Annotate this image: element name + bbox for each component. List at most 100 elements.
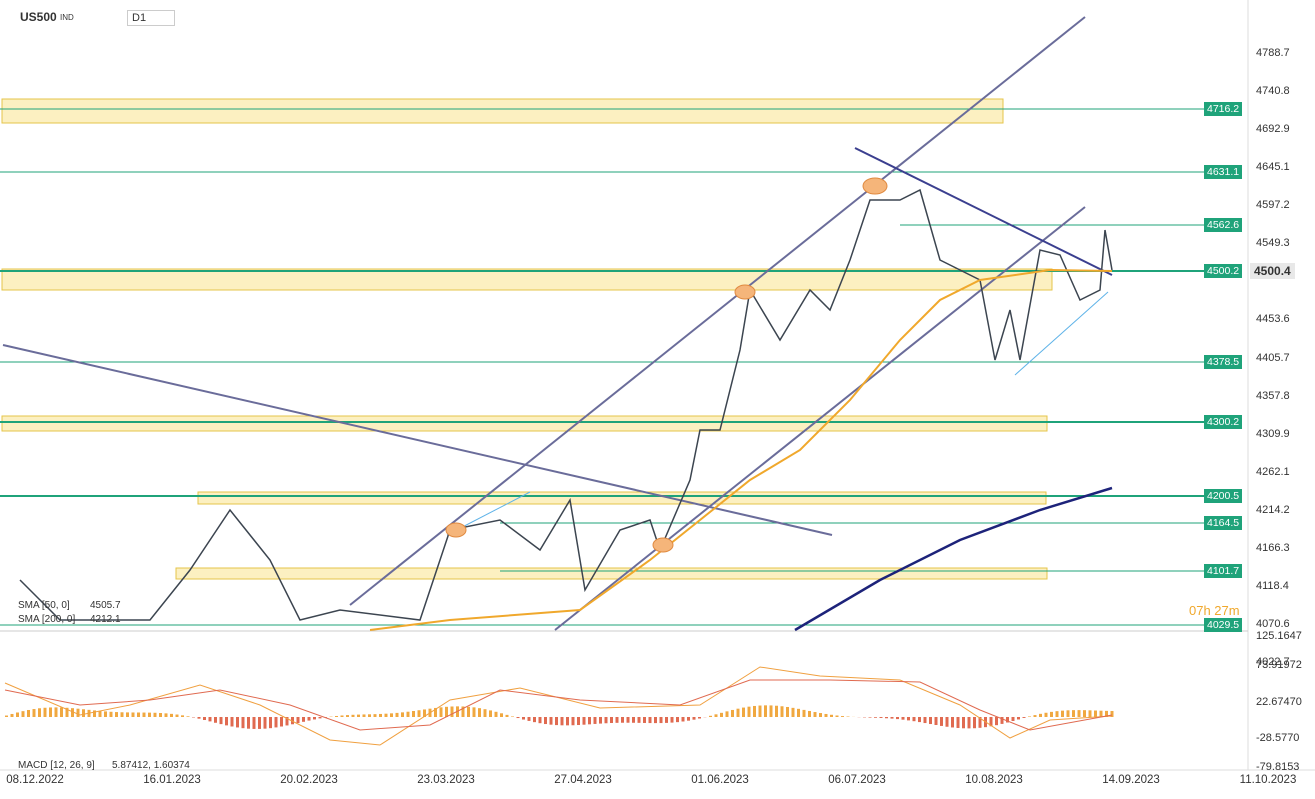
macd-bar: [967, 717, 971, 729]
macd-tick: 125.1647: [1256, 630, 1302, 642]
macd-bar: [500, 713, 503, 717]
macd-bar: [571, 717, 575, 726]
macd-bar: [566, 717, 569, 726]
macd-bar: [214, 717, 217, 723]
macd-bar: [208, 717, 212, 722]
price-tick: 4740.8: [1256, 85, 1290, 98]
macd-bar: [830, 714, 833, 717]
level-label: 4500.2: [1204, 264, 1243, 278]
macd-bar: [945, 717, 949, 727]
macd-bar: [225, 717, 228, 726]
macd-bar: [813, 712, 817, 717]
macd-bar: [406, 711, 410, 717]
macd-bar: [819, 713, 822, 717]
macd-bar: [1088, 710, 1092, 717]
macd-bar: [714, 714, 718, 717]
macd-bar: [577, 717, 580, 726]
macd-bar: [373, 714, 377, 717]
macd-bar: [879, 717, 883, 718]
date-tick: 23.03.2023: [417, 774, 475, 786]
macd-bar: [76, 708, 80, 717]
price-tick: 4405.7: [1256, 351, 1290, 364]
macd-bar: [962, 717, 965, 729]
macd-bar: [335, 715, 338, 717]
macd-bar: [555, 717, 558, 726]
macd-bar: [912, 717, 916, 722]
macd-bar: [637, 717, 641, 723]
macd-bar: [313, 717, 316, 720]
macd-bar: [747, 706, 751, 717]
macd-bar: [808, 710, 811, 717]
macd-bar: [824, 713, 828, 717]
macd-bar: [940, 717, 943, 726]
macd-bar: [461, 706, 465, 717]
indicator-value: 4505.7: [90, 600, 121, 611]
price-tick: 4788.7: [1256, 47, 1290, 59]
level-label: 4631.1: [1204, 165, 1243, 179]
macd-bar: [1110, 710, 1114, 717]
macd-bar: [835, 715, 839, 717]
macd-bar: [549, 717, 553, 725]
macd-bar: [82, 709, 85, 717]
macd-bar: [379, 713, 382, 717]
price-tick: 4692.9: [1256, 123, 1290, 136]
date-tick: 08.12.2022: [6, 774, 64, 786]
macd-bar: [918, 717, 921, 723]
level-label: 4562.6: [1204, 218, 1243, 232]
macd-bar: [522, 717, 525, 720]
macd-bar: [307, 717, 311, 721]
macd-bar: [1094, 710, 1097, 717]
price-tick: 4070.6: [1256, 618, 1290, 631]
exchange: IND: [60, 13, 74, 22]
macd-bar: [450, 706, 454, 717]
macd-bar: [60, 707, 63, 717]
macd-bar: [692, 717, 696, 720]
macd-bar: [874, 717, 877, 718]
macd-tick: 22.67470: [1256, 696, 1302, 708]
macd-bar: [1077, 710, 1081, 717]
macd-bar: [197, 717, 201, 719]
macd-bar: [104, 711, 107, 717]
macd-bar: [5, 715, 8, 717]
macd-bar: [1072, 710, 1075, 717]
date-tick: 14.09.2023: [1102, 774, 1160, 786]
macd-bar: [764, 705, 767, 717]
interval-select[interactable]: D1: [127, 10, 176, 26]
date-tick: 10.08.2023: [965, 774, 1023, 786]
price-tick: 4118.4: [1256, 579, 1289, 592]
macd-bar: [115, 712, 118, 717]
macd-bar: [494, 711, 498, 717]
macd-bar: [588, 717, 591, 725]
macd-bar: [1033, 715, 1037, 717]
macd-bar: [951, 717, 954, 728]
macd-bar: [390, 713, 393, 717]
symbol[interactable]: US500: [20, 10, 57, 24]
price-tick: 4597.2: [1256, 199, 1290, 212]
price-tick: 4214.2: [1256, 503, 1290, 516]
macd-bar: [654, 717, 657, 724]
macd-bar: [1061, 710, 1064, 717]
macd-bar: [54, 707, 58, 717]
macd-bar: [676, 717, 679, 723]
macd-bar: [142, 712, 146, 717]
price-tick: 4309.9: [1256, 427, 1290, 440]
macd-bar: [643, 717, 646, 723]
macd-bar: [610, 717, 613, 724]
macd-bar: [137, 712, 140, 717]
macd-bar: [65, 707, 69, 717]
macd-bar: [98, 710, 102, 717]
macd-bar: [769, 705, 773, 717]
macd-bar: [49, 707, 52, 717]
macd-bar: [505, 714, 509, 717]
macd-bar: [753, 705, 756, 717]
macd-bar: [219, 717, 223, 725]
date-tick: 06.07.2023: [828, 774, 886, 786]
macd-bar: [417, 710, 421, 717]
macd-bar: [362, 714, 366, 717]
macd-bar: [467, 706, 470, 717]
macd-bar: [1055, 711, 1059, 717]
macd-bar: [357, 714, 360, 717]
macd-bar: [186, 716, 190, 717]
macd-bar: [632, 717, 635, 723]
